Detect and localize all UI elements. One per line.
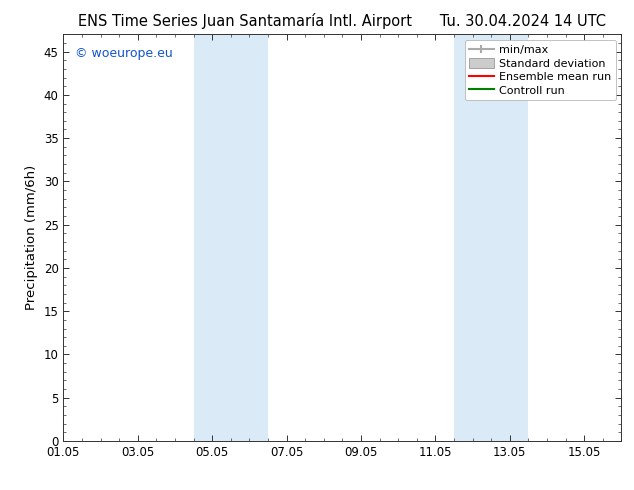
Bar [231, 34, 268, 441]
Bar [454, 34, 491, 441]
Y-axis label: Precipitation (mm/6h): Precipitation (mm/6h) [25, 165, 38, 310]
Bar [491, 34, 528, 441]
Title: ENS Time Series Juan Santamaría Intl. Airport      Tu. 30.04.2024 14 UTC: ENS Time Series Juan Santamaría Intl. Ai… [79, 13, 606, 29]
Legend: min/max, Standard deviation, Ensemble mean run, Controll run: min/max, Standard deviation, Ensemble me… [465, 40, 616, 100]
Text: © woeurope.eu: © woeurope.eu [75, 47, 172, 59]
Bar [193, 34, 231, 441]
